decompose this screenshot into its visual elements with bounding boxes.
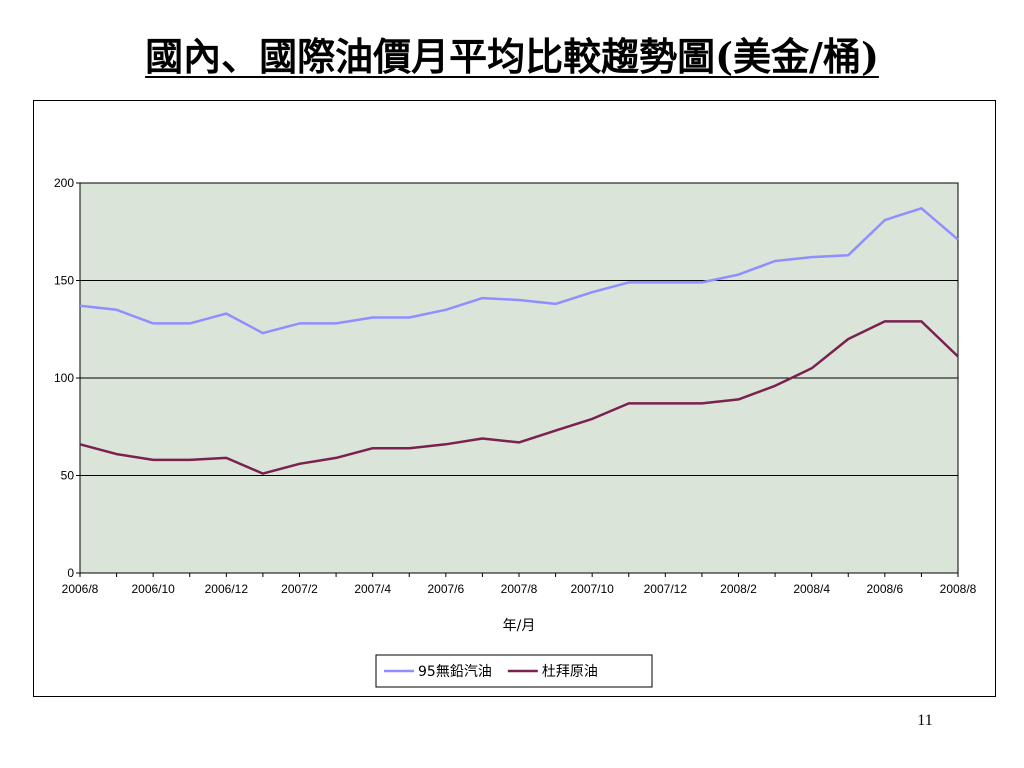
legend-label-1: 95無鉛汽油 [418,664,492,680]
slide-title: 國內、國際油價月平均比較趨勢圖(美金/桶) [145,34,879,79]
x-tick-label: 2007/4 [354,582,391,596]
x-axis-ticks: 2006/8 2006/10 2006/12 2007/2 2007/4 2007/6 20… [62,573,977,596]
x-tick-label: 2007/8 [501,582,538,596]
x-tick-label: 2007/10 [570,582,614,596]
x-axis-label: 年/月 [503,618,536,634]
y-axis-ticks: 0 50 100 150 200 [54,176,80,580]
series-lines [79,207,959,475]
y-tick-label: 200 [54,176,74,190]
x-tick-label: 2006/10 [131,582,175,596]
x-tick-label: 2008/6 [866,582,903,596]
x-tick-label: 2007/6 [427,582,464,596]
x-tick-label: 2007/2 [281,582,318,596]
legend-label-2: 杜拜原油 [542,664,598,680]
x-tick-label: 2008/4 [793,582,830,596]
series-line-2 [79,320,959,475]
x-tick-label: 2007/12 [644,582,688,596]
gridlines [80,280,958,476]
series-line-1 [79,207,959,335]
x-tick-label: 2008/8 [940,582,977,596]
x-tick-label: 2006/12 [205,582,249,596]
y-tick-label: 0 [67,566,74,580]
y-tick-label: 50 [61,469,75,483]
x-tick-label: 2006/8 [62,582,99,596]
y-tick-label: 150 [54,274,74,288]
x-tick-label: 2008/2 [720,582,757,596]
legend: 95無鉛汽油 杜拜原油 [375,654,653,688]
y-tick-label: 100 [54,371,74,385]
page-number: 11 [917,712,933,729]
